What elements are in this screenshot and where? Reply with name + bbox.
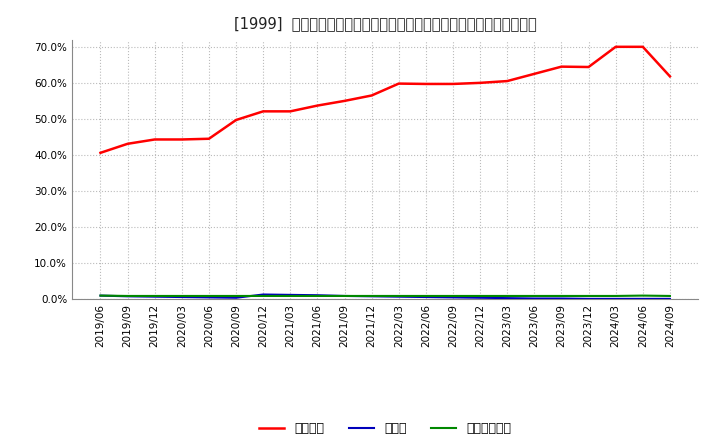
Line: のれん: のれん [101, 294, 670, 299]
繰延税金資産 [639, 293, 647, 298]
繰延税金資産 [611, 293, 620, 299]
自己資本 [449, 81, 457, 87]
繰延税金資産 [665, 293, 674, 299]
のれん [421, 294, 430, 300]
繰延税金資産 [395, 293, 403, 299]
自己資本 [367, 93, 376, 98]
自己資本 [503, 78, 511, 84]
のれん [259, 292, 268, 297]
のれん [204, 295, 213, 300]
自己資本 [259, 109, 268, 114]
繰延税金資産 [232, 293, 240, 299]
自己資本 [313, 103, 322, 108]
繰延税金資産 [150, 293, 159, 299]
自己資本 [232, 117, 240, 123]
のれん [665, 296, 674, 301]
繰延税金資産 [96, 293, 105, 298]
のれん [178, 294, 186, 300]
のれん [150, 294, 159, 299]
繰延税金資産 [503, 293, 511, 299]
繰延税金資産 [367, 293, 376, 299]
Title: [1999]  自己資本、のれん、繰延税金資産の総資産に対する比率の推移: [1999] 自己資本、のれん、繰延税金資産の総資産に対する比率の推移 [234, 16, 536, 32]
自己資本 [96, 150, 105, 155]
自己資本 [150, 137, 159, 142]
自己資本 [639, 44, 647, 49]
自己資本 [123, 141, 132, 147]
のれん [313, 293, 322, 298]
のれん [96, 293, 105, 298]
のれん [341, 293, 349, 299]
繰延税金資産 [286, 293, 294, 299]
繰延税金資産 [449, 293, 457, 299]
自己資本 [665, 74, 674, 79]
のれん [584, 296, 593, 301]
自己資本 [421, 81, 430, 87]
のれん [530, 296, 539, 301]
繰延税金資産 [313, 293, 322, 299]
のれん [639, 296, 647, 301]
繰延税金資産 [123, 293, 132, 299]
のれん [476, 295, 485, 301]
自己資本 [286, 109, 294, 114]
のれん [449, 295, 457, 300]
繰延税金資産 [557, 293, 566, 299]
のれん [232, 295, 240, 301]
のれん [611, 296, 620, 301]
自己資本 [557, 64, 566, 69]
自己資本 [341, 98, 349, 103]
繰延税金資産 [584, 293, 593, 299]
繰延税金資産 [476, 293, 485, 299]
自己資本 [584, 64, 593, 70]
繰延税金資産 [259, 293, 268, 299]
のれん [557, 296, 566, 301]
のれん [503, 296, 511, 301]
繰延税金資産 [530, 293, 539, 299]
のれん [395, 294, 403, 299]
自己資本 [395, 81, 403, 86]
自己資本 [476, 80, 485, 85]
自己資本 [178, 137, 186, 142]
のれん [286, 292, 294, 297]
自己資本 [204, 136, 213, 141]
繰延税金資産 [204, 293, 213, 299]
自己資本 [530, 71, 539, 77]
自己資本 [611, 44, 620, 49]
のれん [367, 293, 376, 299]
繰延税金資産 [178, 293, 186, 299]
Line: 自己資本: 自己資本 [101, 47, 670, 153]
Legend: 自己資本, のれん, 繰延税金資産: 自己資本, のれん, 繰延税金資産 [259, 422, 511, 435]
繰延税金資産 [341, 293, 349, 299]
のれん [123, 293, 132, 299]
繰延税金資産 [421, 293, 430, 299]
